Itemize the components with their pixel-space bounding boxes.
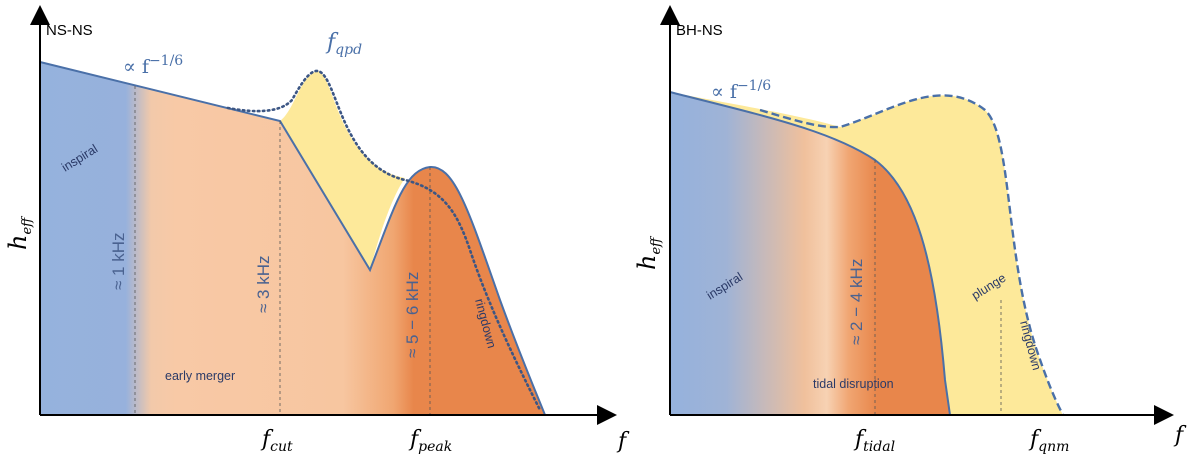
ns-ns-panel: NS-NS heff f ∝ f−1/6 fqpd fcut fpeak ins… [4,5,630,455]
ns-ns-spectrum-curve [39,61,546,416]
ns-ns-freq-3khz: ≈ 3 kHz [254,255,273,313]
bh-ns-ftidal-tick: ftidal [853,427,895,455]
ns-ns-y-axis-label: heff [4,215,35,250]
ns-ns-early-merger-label: early merger [165,369,235,383]
ns-ns-fpeak-tick: fpeak [408,427,452,455]
ns-ns-freq-1khz: ≈ 1 kHz [109,232,128,290]
bh-ns-freq-2-4khz: ≈ 2 − 4 kHz [847,259,866,345]
ns-ns-qpd-label: fqpd [325,30,362,58]
bh-ns-y-axis-label: heff [633,235,664,270]
bh-ns-power-law: ∝ f−1/6 [711,78,771,103]
bh-ns-fqnm-tick: fqnm [1028,427,1069,455]
bh-ns-title: BH-NS [676,22,723,39]
ns-ns-x-axis-label: f [616,429,630,454]
ns-ns-freq-5-6khz: ≈ 5 − 6 kHz [403,272,422,358]
ns-ns-qpd-fill [280,71,405,270]
ns-ns-spectrum-fill [40,62,545,415]
ns-ns-title: NS-NS [46,22,93,39]
ns-ns-power-law: ∝ f−1/6 [123,53,183,78]
bh-ns-x-axis-label: f [1173,423,1187,448]
bh-ns-panel: BH-NS heff f ∝ f−1/6 ftidal fqnm inspira… [633,5,1187,455]
bh-ns-plunge-dashed-curve [759,94,1065,416]
bh-ns-spectrum-fill [670,92,950,415]
ns-ns-fcut-tick: fcut [260,427,293,455]
bh-ns-tidal-disruption-label: tidal disruption [813,377,894,391]
ns-ns-qpd-dotted-curve [226,69,542,412]
